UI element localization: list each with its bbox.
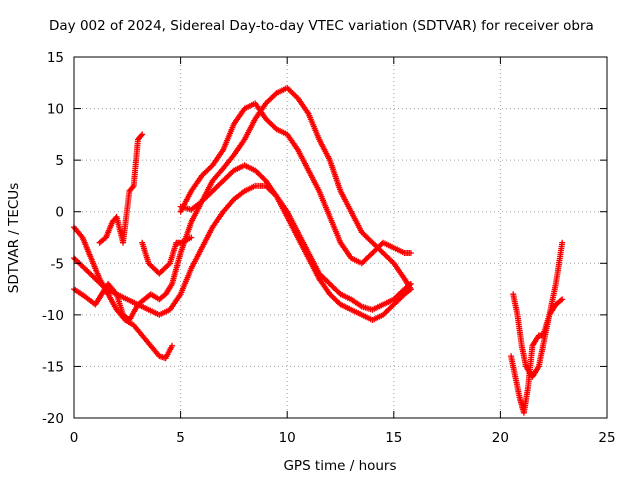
x-axis-label: GPS time / hours (283, 458, 396, 474)
series-track-7 (139, 234, 195, 277)
y-tick-label: -20 (42, 411, 64, 427)
y-tick-label: 15 (47, 50, 64, 66)
series-track-3 (71, 182, 414, 318)
data-point-markers (139, 234, 195, 277)
y-tick-label: -5 (51, 256, 64, 272)
series-track-9 (508, 296, 566, 416)
series-track-4 (177, 162, 414, 323)
y-tick-label: -15 (42, 359, 64, 375)
x-tick-label: 25 (598, 430, 615, 446)
series-track-1 (71, 84, 414, 323)
data-point-markers (71, 182, 414, 318)
y-tick-label: -10 (42, 308, 64, 324)
x-axis-ticks: 0 5 10 15 20 25 (70, 57, 616, 446)
x-tick-label: 5 (176, 430, 185, 446)
series-track-8 (510, 239, 566, 380)
y-axis-label: SDTVAR / TECUs (6, 183, 22, 293)
series-track-6 (96, 131, 146, 246)
y-tick-label: 0 (55, 205, 64, 221)
chart-title: Day 002 of 2024, Sidereal Day-to-day VTE… (49, 18, 594, 34)
series-track-5 (177, 100, 414, 267)
x-tick-label: 15 (385, 430, 402, 446)
data-point-markers (96, 131, 146, 246)
x-tick-label: 10 (279, 430, 296, 446)
y-tick-label: 5 (55, 153, 64, 169)
data-point-markers (177, 100, 414, 267)
y-axis-ticks: -20 -15 -10 -5 0 5 10 15 (42, 50, 607, 427)
x-tick-label: 0 (70, 430, 79, 446)
y-tick-label: 10 (47, 102, 64, 118)
data-point-markers (508, 296, 566, 416)
data-point-markers (71, 84, 414, 323)
data-point-markers (510, 239, 566, 380)
plot-frame (73, 56, 608, 419)
data-point-markers (177, 162, 414, 323)
x-tick-label: 20 (492, 430, 509, 446)
